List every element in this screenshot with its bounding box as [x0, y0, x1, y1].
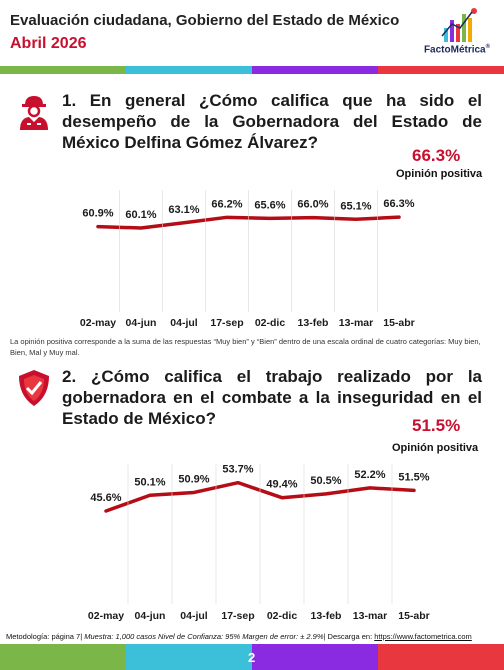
chart-2-data-label: 52.2% — [354, 469, 385, 481]
chart-2-data-label: 49.4% — [266, 479, 297, 491]
chart-2-category-label: 13-feb — [311, 610, 342, 622]
footer-download-label: | Descarga en: — [323, 632, 373, 641]
logo-mark: ® — [485, 44, 491, 50]
question-2-text: 2. ¿Cómo califica el trabajo realizado p… — [62, 367, 482, 428]
question-1-opinion-label: Opinión positiva — [396, 168, 483, 180]
question-1-text: 1. En general ¿Cómo califica que ha sido… — [62, 91, 482, 152]
footer-sample: Muestra: 1,000 casos Nivel de Confianza:… — [84, 632, 324, 641]
question-2-opinion-pct: 51.5% — [412, 416, 461, 435]
chart-1-category-label: 04-jul — [170, 317, 198, 329]
chart-1-data-label: 66.2% — [211, 198, 242, 210]
positive-opinion-note: La opinión positiva corresponde a la sum… — [10, 337, 481, 357]
chart-2-data-label: 50.5% — [310, 475, 341, 487]
chart-2-category-label: 15-abr — [398, 610, 430, 622]
chart-1-category-label: 02-dic — [255, 317, 286, 329]
page-number: 2 — [248, 650, 256, 665]
chart-2-data-label: 45.6% — [90, 492, 121, 504]
chart-1-category-label: 17-sep — [210, 317, 243, 329]
header-subtitle: Abril 2026 — [10, 35, 87, 52]
chart-1-data-label: 65.6% — [254, 199, 285, 211]
question-1-opinion-pct: 66.3% — [412, 146, 461, 165]
chart-2-category-label: 04-jul — [180, 610, 208, 622]
chart-1-category-label: 02-may — [80, 317, 116, 329]
shield-check-icon — [16, 368, 52, 408]
logo-bars-icon — [441, 8, 477, 42]
chart-2: 45.6% 50.1% 50.9% 53.7% 49.4% 50.5% 52.2% 51.5%… — [88, 464, 430, 622]
factometrica-logo: FactoMétrica® — [414, 6, 500, 62]
chart-2-data-label: 53.7% — [222, 464, 253, 476]
footer-methodology-label: Metodología: página 7| — [6, 632, 83, 641]
chart-1-category-label: 13-feb — [298, 317, 329, 329]
chart-1-data-label: 63.1% — [168, 204, 199, 216]
chart-1-data-label: 60.1% — [125, 209, 156, 221]
footer-methodology: Metodología: página 7| Muestra: 1,000 ca… — [6, 632, 472, 641]
chart-2-category-label: 02-may — [88, 610, 124, 622]
header-title: Evaluación ciudadana, Gobierno del Estad… — [10, 12, 400, 29]
chart-1-category-label: 13-mar — [339, 317, 373, 329]
chart-1: 60.9% 60.1% 63.1% 66.2% 65.6% 66.0% 65.1% 66.3%… — [80, 190, 415, 329]
logo-text: FactoMétrica — [423, 44, 486, 56]
chart-2-data-label: 50.1% — [134, 476, 165, 488]
chart-1-category-label: 04-jun — [126, 317, 157, 329]
chart-2-category-label: 02-dic — [267, 610, 298, 622]
chart-2-category-label: 17-sep — [221, 610, 254, 622]
chart-2-data-label: 51.5% — [398, 471, 429, 483]
chart-1-data-label: 66.3% — [383, 198, 414, 210]
chart-1-category-label: 15-abr — [383, 317, 415, 329]
bottom-color-band — [0, 644, 504, 670]
chart-2-category-label: 13-mar — [353, 610, 387, 622]
chart-2-data-label: 50.9% — [178, 473, 209, 485]
top-color-band — [0, 66, 504, 74]
chart-1-data-label: 65.1% — [340, 200, 371, 212]
chart-1-data-label: 66.0% — [297, 199, 328, 211]
question-2-opinion-label: Opinión positiva — [392, 442, 479, 454]
person-icon — [16, 92, 52, 132]
chart-1-data-label: 60.9% — [82, 208, 113, 220]
chart-2-category-label: 04-jun — [135, 610, 166, 622]
footer-download-link[interactable]: https://www.factometrica.com — [374, 632, 472, 641]
